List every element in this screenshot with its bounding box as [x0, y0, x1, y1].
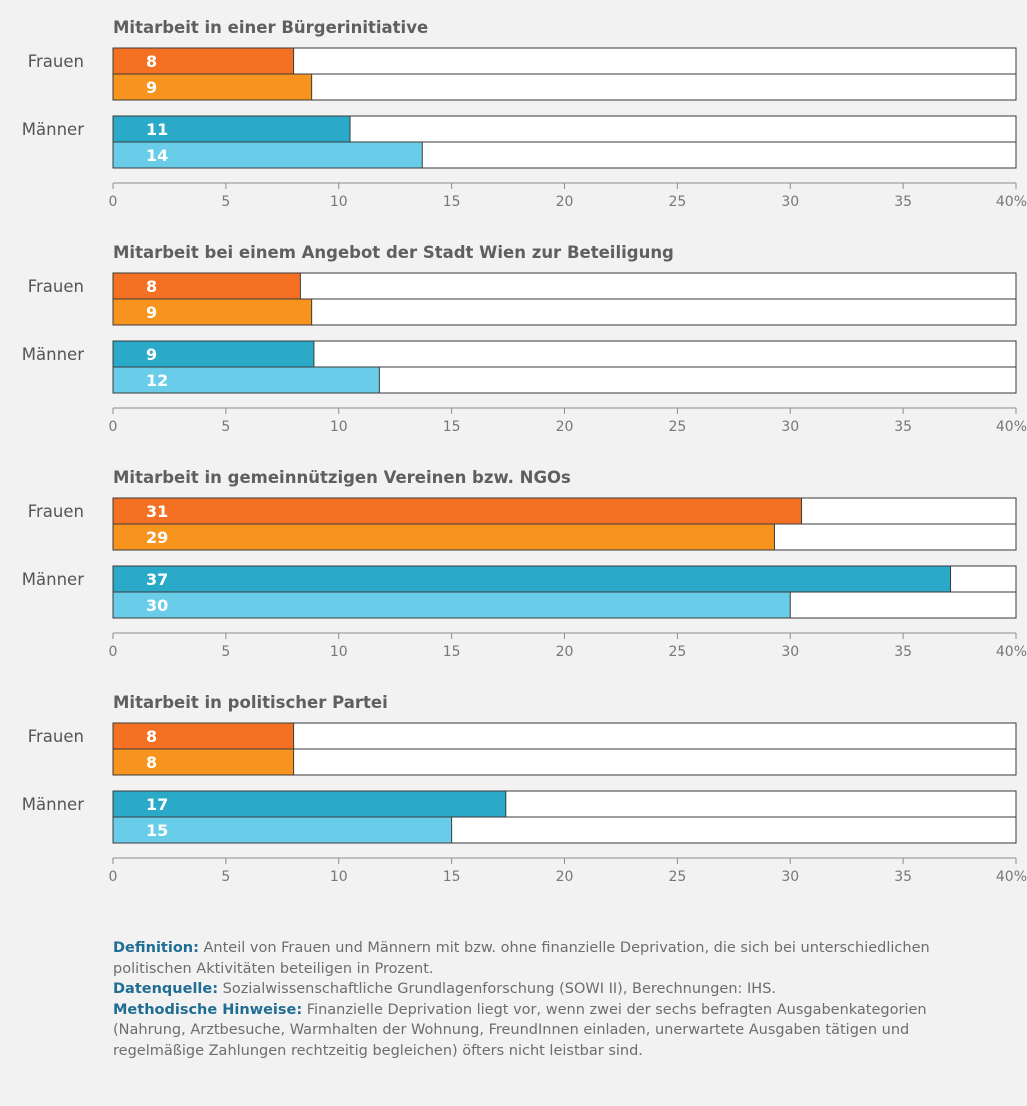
bar-value-label: 37	[146, 570, 168, 589]
x-tick-label: 15	[443, 419, 461, 435]
chart-title: Mitarbeit bei einem Angebot der Stadt Wi…	[113, 243, 674, 262]
x-tick-label: 35	[894, 644, 912, 660]
source-note: Datenquelle: Sozialwissenschaftliche Gru…	[113, 979, 1003, 1000]
x-tick-label: 20	[556, 869, 574, 885]
x-tick-label: 5	[221, 194, 230, 210]
bar	[112, 47, 295, 75]
bar-value-label: 29	[146, 528, 168, 547]
bar	[112, 497, 803, 525]
bar	[112, 523, 775, 551]
x-tick-label: 30	[781, 194, 799, 210]
x-tick-label: 40%	[996, 869, 1027, 885]
x-tick-label: 10	[330, 869, 348, 885]
x-tick-label: 5	[221, 419, 230, 435]
group-label: Männer	[22, 120, 84, 139]
x-tick-label: 15	[443, 194, 461, 210]
x-tick-label: 10	[330, 194, 348, 210]
x-tick-label: 0	[109, 419, 118, 435]
bar-value-label: 31	[146, 502, 168, 521]
bar	[112, 816, 453, 844]
x-tick-label: 20	[556, 419, 574, 435]
bar	[112, 591, 791, 619]
bar-value-label: 8	[146, 753, 157, 772]
x-tick-label: 20	[556, 194, 574, 210]
bar-value-label: 8	[146, 52, 157, 71]
source-text: Sozialwissenschaftliche Grundlagenforsch…	[218, 981, 777, 997]
x-tick-label: 35	[894, 419, 912, 435]
chart-title: Mitarbeit in gemeinnützigen Vereinen bzw…	[113, 468, 571, 487]
method-note: Methodische Hinweise: Finanzielle Depriv…	[113, 1000, 1003, 1062]
bar-value-label: 30	[146, 596, 168, 615]
x-tick-label: 25	[668, 869, 686, 885]
bar	[112, 272, 301, 300]
x-tick-label: 15	[443, 644, 461, 660]
bar-value-label: 9	[146, 345, 157, 364]
group-label: Männer	[22, 795, 84, 814]
x-tick-label: 40%	[996, 644, 1027, 660]
bar	[112, 141, 423, 169]
chart-3: Mitarbeit in gemeinnützigen Vereinen bzw…	[22, 468, 1027, 660]
bar-value-label: 8	[146, 727, 157, 746]
x-tick-label: 35	[894, 194, 912, 210]
chart-notes: Definition: Anteil von Frauen und Männer…	[113, 938, 1003, 1061]
chart-2: Mitarbeit bei einem Angebot der Stadt Wi…	[22, 243, 1027, 435]
x-tick-label: 30	[781, 419, 799, 435]
bar	[112, 366, 380, 394]
bar-value-label: 15	[146, 821, 168, 840]
chart-1: Mitarbeit in einer Bürgerinitiative Fraue…	[22, 18, 1027, 210]
bar	[112, 565, 952, 593]
bar	[112, 73, 313, 101]
x-tick-label: 25	[668, 419, 686, 435]
method-text: Finanzielle Deprivation liegt vor, wenn …	[113, 1001, 927, 1059]
chart-4: Mitarbeit in politischer Partei Frauen 8 8 M…	[22, 693, 1027, 885]
bar-value-label: 11	[146, 120, 168, 139]
x-tick-label: 25	[668, 194, 686, 210]
x-tick-label: 10	[330, 419, 348, 435]
x-tick-label: 5	[221, 644, 230, 660]
source-term: Datenquelle:	[113, 981, 219, 997]
group-label: Männer	[22, 570, 84, 589]
group-label: Frauen	[28, 277, 84, 296]
bar	[112, 722, 295, 750]
bar-value-label: 8	[146, 277, 157, 296]
x-tick-label: 15	[443, 869, 461, 885]
group-label: Frauen	[28, 502, 84, 521]
charts-area: Mitarbeit in einer Bürgerinitiative Fraue…	[22, 18, 1027, 885]
bar-value-label: 12	[146, 371, 168, 390]
x-tick-label: 0	[109, 869, 118, 885]
x-tick-label: 30	[781, 644, 799, 660]
x-tick-label: 10	[330, 644, 348, 660]
x-tick-label: 40%	[996, 419, 1027, 435]
definition-note: Definition: Anteil von Frauen und Männer…	[113, 938, 1003, 979]
bar-value-label: 9	[146, 303, 157, 322]
x-tick-label: 35	[894, 869, 912, 885]
chart-title: Mitarbeit in politischer Partei	[113, 693, 388, 712]
bar-value-label: 17	[146, 795, 168, 814]
definition-text: Anteil von Frauen und Männern mit bzw. o…	[113, 940, 930, 977]
method-term: Methodische Hinweise:	[113, 1001, 303, 1018]
x-tick-label: 20	[556, 644, 574, 660]
chart-title: Mitarbeit in einer Bürgerinitiative	[113, 18, 428, 37]
bar	[112, 790, 507, 818]
bar-value-label: 14	[146, 146, 168, 165]
definition-term: Definition:	[113, 940, 199, 956]
x-tick-label: 5	[221, 869, 230, 885]
x-tick-label: 25	[668, 644, 686, 660]
x-tick-label: 0	[109, 194, 118, 210]
group-label: Frauen	[28, 727, 84, 746]
bar	[112, 298, 313, 326]
bar	[112, 115, 351, 143]
bar	[112, 748, 295, 776]
x-tick-label: 40%	[996, 194, 1027, 210]
bar-value-label: 9	[146, 78, 157, 97]
x-tick-label: 0	[109, 644, 118, 660]
group-label: Frauen	[28, 52, 84, 71]
bar	[112, 340, 315, 368]
x-tick-label: 30	[781, 869, 799, 885]
group-label: Männer	[22, 345, 84, 364]
